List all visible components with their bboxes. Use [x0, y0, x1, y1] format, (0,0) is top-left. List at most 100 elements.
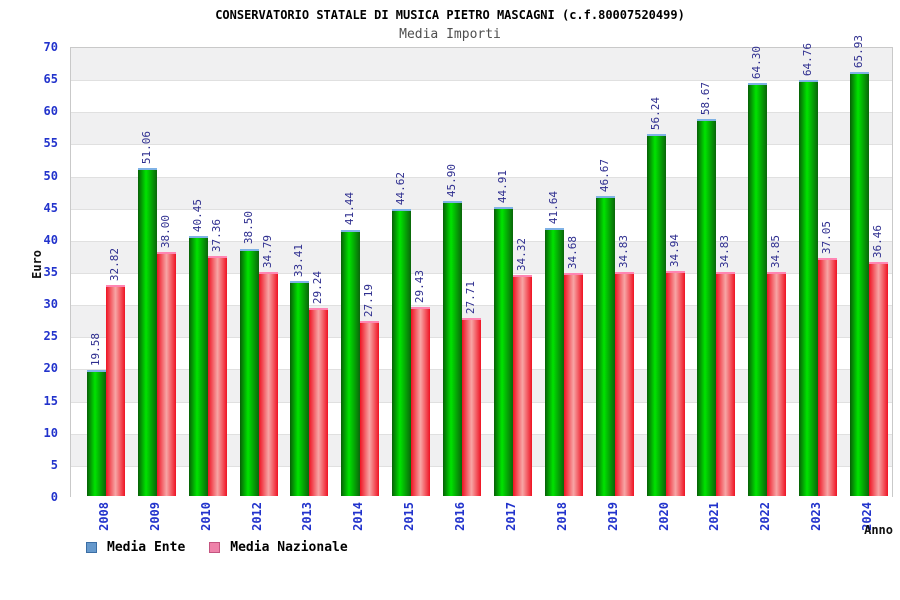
bar-value-label: 44.91 [495, 170, 509, 204]
chart-header: CONSERVATORIO STATALE DI MUSICA PIETRO M… [0, 0, 900, 42]
bar-media-ente [697, 118, 717, 496]
x-tick-label: 2008 [97, 502, 111, 531]
y-tick-label: 70 [43, 40, 58, 54]
background-band [71, 144, 892, 177]
gridline [71, 273, 892, 274]
x-tick-label: 2009 [147, 502, 162, 531]
bar-media-ente [188, 235, 208, 496]
bar-media-nazionale [462, 317, 482, 496]
bar-media-ente [290, 281, 310, 496]
bar-value-label: 64.30 [750, 45, 764, 79]
bar-value-label: 33.41 [292, 244, 306, 278]
bar-media-ente [239, 248, 259, 496]
y-tick-label: 55 [43, 136, 58, 151]
x-tick-label: 2017 [503, 502, 518, 531]
bar-value-label: 32.82 [108, 247, 121, 282]
bar-media-nazionale [869, 261, 889, 496]
bar-media-nazionale [665, 271, 685, 496]
x-tick-label: 2012 [249, 502, 264, 531]
bar-media-ente [87, 370, 106, 496]
bar-media-ente [341, 229, 361, 496]
bar-value-label: 27.71 [464, 280, 478, 314]
gridline [71, 176, 892, 178]
bar-media-nazionale [767, 271, 787, 496]
bar-value-label: 27.19 [362, 284, 376, 318]
gridline [71, 305, 892, 307]
legend: Media Ente Media Nazionale [86, 540, 348, 555]
y-tick-label: 40 [43, 232, 58, 247]
bar-value-label: 34.32 [514, 238, 528, 272]
bar-value-label: 41.44 [343, 192, 357, 226]
bar-value-label: 45.90 [445, 163, 459, 197]
bar-media-ente [748, 82, 768, 496]
bar-media-nazionale [207, 255, 227, 496]
legend-label-media-nazionale: Media Nazionale [230, 540, 348, 555]
gridline [71, 112, 892, 114]
bar-value-label: 36.46 [871, 224, 885, 258]
y-tick-label: 30 [43, 297, 58, 312]
bar-media-nazionale [563, 273, 583, 496]
bar-value-label: 37.05 [820, 220, 834, 254]
bar-value-label: 64.76 [801, 42, 815, 76]
gridline [71, 144, 892, 146]
bar-value-label: 38.00 [158, 214, 172, 248]
bar-value-label: 58.67 [699, 81, 713, 115]
y-tick-label: 0 [50, 490, 58, 504]
bar-value-label: 29.24 [311, 270, 325, 305]
bar-value-label: 34.85 [769, 234, 783, 268]
bar-media-ente [493, 207, 513, 496]
y-tick-label: 5 [50, 457, 58, 472]
background-band [71, 48, 892, 81]
x-tick-label: 2016 [453, 502, 468, 531]
legend-item-media-ente: Media Ente [86, 540, 185, 555]
y-tick-label: 25 [43, 329, 58, 344]
y-tick-label: 65 [43, 72, 58, 87]
bar-media-nazionale [614, 272, 634, 496]
legend-label-media-ente: Media Ente [107, 540, 186, 555]
x-tick-label: 2023 [809, 502, 824, 531]
y-tick-label: 50 [43, 168, 58, 183]
gridline [71, 369, 892, 371]
y-axis: 0 5 10 15 20 25 30 35 40 45 50 55 60 65 70 [0, 40, 64, 504]
bar-media-ente [443, 200, 463, 496]
background-band [71, 112, 892, 145]
bar-media-nazionale [411, 306, 431, 496]
y-tick-label: 60 [43, 104, 58, 119]
bar-value-label: 34.83 [718, 234, 732, 269]
bar-media-nazionale [258, 272, 278, 496]
y-tick-label: 15 [43, 393, 58, 408]
x-tick-label: 2018 [554, 502, 569, 531]
bar-media-nazionale [309, 308, 329, 496]
bar-value-label: 34.83 [616, 234, 630, 269]
x-tick-label: 2022 [758, 502, 773, 531]
bar-value-label: 34.68 [565, 235, 579, 270]
bar-value-label: 65.93 [852, 35, 866, 69]
bar-media-ente [850, 72, 870, 496]
background-band [71, 80, 892, 113]
bar-value-label: 51.06 [139, 130, 153, 164]
x-tick-label: 2021 [707, 502, 722, 531]
bar-value-label: 56.24 [648, 97, 662, 131]
y-tick-label: 10 [43, 425, 58, 440]
bar-media-nazionale [512, 275, 532, 496]
y-tick-label: 35 [43, 265, 58, 279]
chart-title: CONSERVATORIO STATALE DI MUSICA PIETRO M… [215, 8, 685, 22]
x-tick-label: 2010 [198, 502, 213, 531]
x-tick-label: 2015 [402, 502, 417, 531]
bar-media-ente [137, 167, 157, 496]
bar-value-label: 19.58 [89, 333, 102, 367]
bar-media-ente [646, 134, 666, 496]
bar-media-nazionale [818, 257, 838, 496]
gridline [71, 208, 892, 210]
y-tick-label: 20 [43, 361, 58, 376]
bar-media-nazionale [156, 251, 176, 496]
x-tick-label: 2014 [351, 502, 366, 531]
bar-value-label: 46.67 [597, 158, 611, 192]
y-tick-label: 45 [43, 200, 58, 215]
bar-media-nazionale [106, 285, 125, 496]
bar-value-label: 34.94 [667, 234, 681, 268]
gridline [71, 401, 892, 403]
legend-swatch-media-nazionale-icon [209, 542, 221, 553]
bar-media-ente [544, 228, 564, 496]
x-tick-label: 2013 [300, 502, 315, 531]
